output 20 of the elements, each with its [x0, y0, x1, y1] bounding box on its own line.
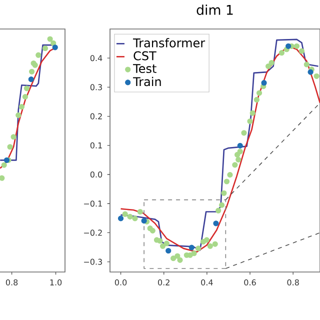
- y-tick-label: 0.1: [90, 142, 102, 148]
- y-tick-label: 0.3: [90, 84, 102, 90]
- chart-title: dim 1: [196, 4, 233, 15]
- x-tick-label: 0.2: [158, 279, 170, 286]
- y-tick-label: −0.2: [84, 230, 102, 236]
- y-tick-label: 0.4: [90, 55, 102, 62]
- y-tick-label: 0.0: [90, 171, 102, 178]
- x-tick-label: 0.6: [244, 279, 256, 286]
- y-tick-label: 0.2: [90, 113, 102, 120]
- y-tick-label: −0.3: [84, 258, 102, 265]
- x-tick-label: 1.0: [50, 279, 62, 286]
- x-tick-label: 0.8: [6, 279, 18, 286]
- x-tick-label: 0.0: [114, 279, 127, 286]
- legend-label: Transformer: [133, 38, 206, 48]
- x-tick-label: 0.8: [287, 279, 299, 286]
- legend-label: Train: [133, 76, 161, 86]
- x-tick-label: 0.4: [201, 279, 213, 286]
- y-tick-label: −0.1: [84, 200, 102, 207]
- legend-label: CST: [134, 51, 156, 60]
- legend-label: Test: [133, 64, 156, 74]
